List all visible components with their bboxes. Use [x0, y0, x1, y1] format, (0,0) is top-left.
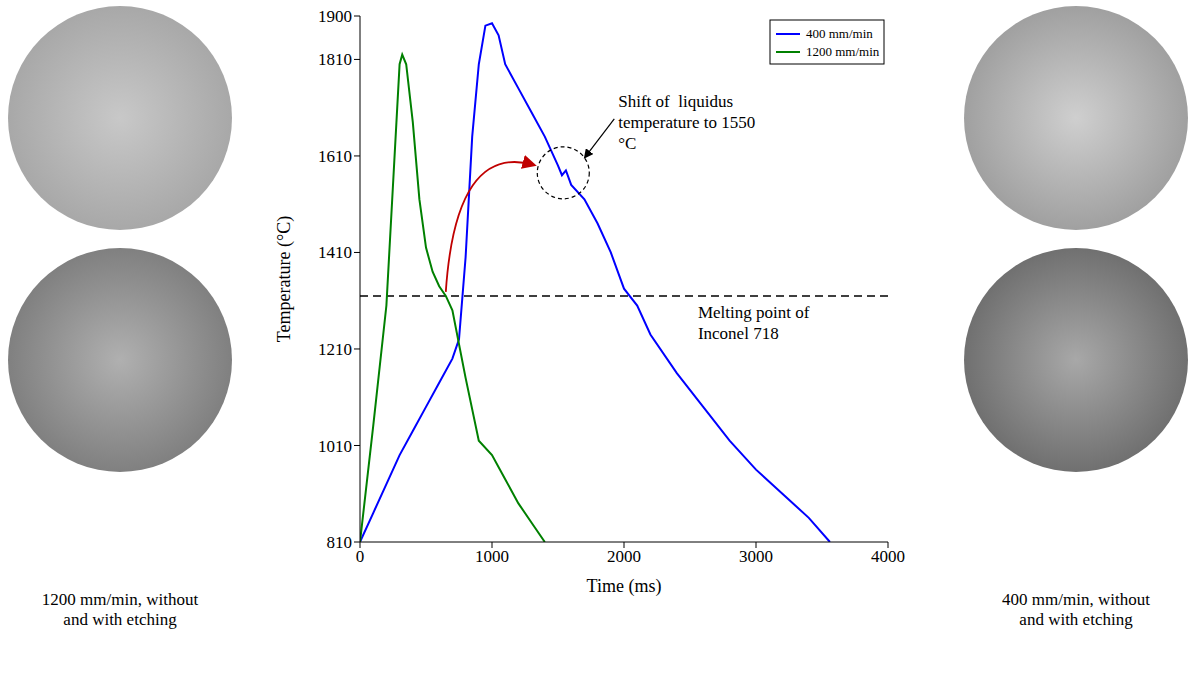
- html-text:1200 mm/min, without: 1200 mm/min, without: [41, 590, 199, 609]
- svg-text:Time (ms): Time (ms): [587, 576, 662, 597]
- svg-text:2000: 2000: [607, 547, 641, 566]
- svg-text:4000: 4000: [871, 547, 905, 566]
- svg-text:1410: 1410: [318, 243, 352, 262]
- svg-text:Temperature (°C): Temperature (°C): [274, 216, 295, 342]
- svg-text:400 mm/min: 400 mm/min: [806, 26, 873, 41]
- svg-text:Shift of liquidustemperature: Shift of liquidustemperature to 1550°C: [618, 92, 755, 153]
- svg-text:0: 0: [356, 547, 365, 566]
- svg-text:1210: 1210: [318, 340, 352, 359]
- svg-text:1900: 1900: [318, 7, 352, 26]
- svg-text:1000: 1000: [475, 547, 509, 566]
- html-text:and with etching: and with etching: [1019, 610, 1133, 629]
- svg-text:1010: 1010: [318, 437, 352, 456]
- html-text:and with etching: and with etching: [63, 610, 177, 629]
- svg-text:Melting point ofInconel 718: Melting point ofInconel 718: [698, 303, 810, 343]
- svg-text:810: 810: [327, 533, 353, 552]
- html-text:400 mm/min, without: 400 mm/min, without: [1002, 590, 1150, 609]
- svg-text:1200 mm/min: 1200 mm/min: [806, 44, 880, 59]
- svg-text:1610: 1610: [318, 147, 352, 166]
- svg-text:3000: 3000: [739, 547, 773, 566]
- svg-text:1810: 1810: [318, 50, 352, 69]
